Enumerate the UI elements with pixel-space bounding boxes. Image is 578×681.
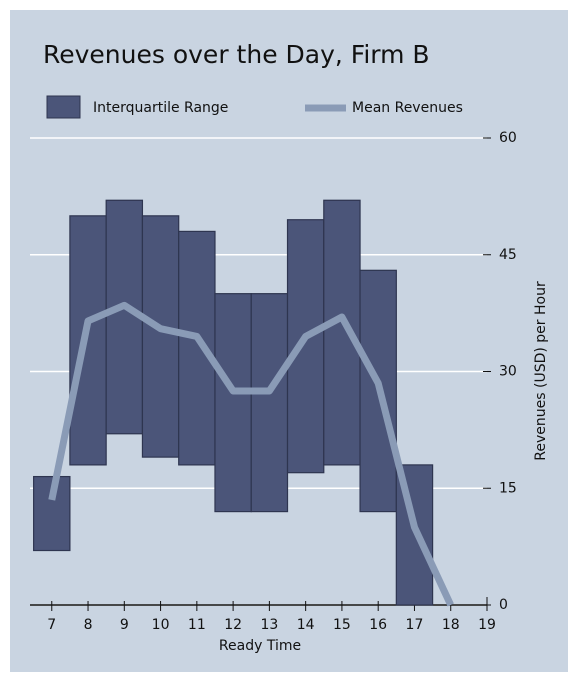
bar — [69, 215, 107, 466]
mean-line — [48, 301, 454, 607]
x-tick-label: 13 — [260, 617, 278, 633]
chart-title: Revenues over the Day, Firm B — [43, 40, 430, 69]
bar — [141, 215, 180, 458]
y-tick-label: 45 — [499, 247, 517, 263]
bar — [286, 219, 325, 474]
x-tick-label: 18 — [442, 617, 460, 633]
x-tick-label: 10 — [152, 617, 170, 633]
x-tick-label: 17 — [406, 617, 424, 633]
legend-label: Interquartile Range — [93, 100, 228, 116]
x-tick-label: 14 — [297, 617, 315, 633]
x-tick-label: 19 — [478, 617, 496, 633]
x-tick-label: 11 — [188, 617, 206, 633]
x-tick-label: 8 — [84, 617, 93, 633]
legend-swatch-bars — [46, 95, 81, 119]
y-tick-label: 0 — [499, 597, 508, 613]
y-tick-label: 60 — [499, 130, 517, 146]
x-tick-label: 9 — [120, 617, 129, 633]
y-tick-label: 30 — [499, 364, 517, 380]
x-tick-label: 7 — [47, 617, 56, 633]
x-axis-label: Ready Time — [219, 638, 301, 654]
x-tick-label: 15 — [333, 617, 351, 633]
bar — [178, 230, 216, 466]
legend-label: Mean Revenues — [352, 100, 463, 116]
x-tick-label: 16 — [369, 617, 387, 633]
y-axis-label: Revenues (USD) per Hour — [533, 281, 549, 461]
y-tick-label: 15 — [499, 480, 517, 496]
bar — [214, 293, 252, 513]
bar — [250, 293, 289, 513]
bar — [323, 199, 361, 466]
x-tick-label: 12 — [224, 617, 242, 633]
